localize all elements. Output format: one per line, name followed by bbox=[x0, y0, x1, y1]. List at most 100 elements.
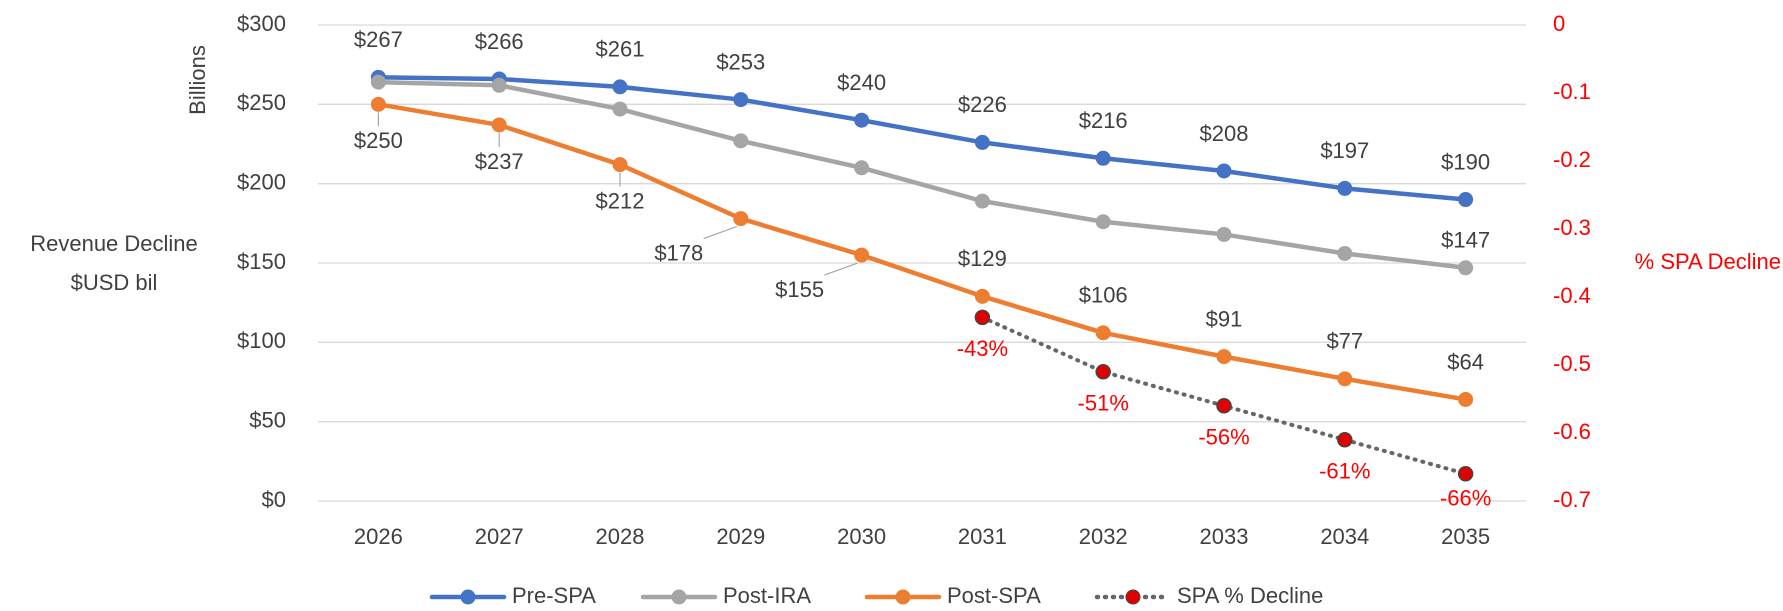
x-tick-label: 2035 bbox=[1441, 524, 1490, 549]
data-point bbox=[974, 309, 991, 326]
data-point bbox=[1095, 364, 1111, 380]
y-tick-label: $250 bbox=[237, 90, 286, 115]
data-point bbox=[974, 193, 990, 209]
data-point bbox=[1095, 150, 1111, 166]
data-label: -56% bbox=[1198, 425, 1249, 450]
legend-label: Post-SPA bbox=[947, 583, 1041, 608]
data-point bbox=[1216, 163, 1232, 179]
y-axis-title: Revenue Decline bbox=[30, 231, 198, 256]
y-tick-label: $150 bbox=[237, 249, 286, 274]
legend-marker bbox=[895, 589, 911, 605]
x-tick-label: 2034 bbox=[1320, 524, 1369, 549]
data-point bbox=[1458, 260, 1474, 276]
legend-label: Post-IRA bbox=[723, 583, 811, 608]
data-point bbox=[1216, 349, 1232, 365]
series-line bbox=[980, 315, 1468, 476]
data-label: $261 bbox=[596, 37, 645, 62]
data-point bbox=[854, 160, 870, 176]
data-point bbox=[612, 79, 628, 95]
data-label: -66% bbox=[1440, 486, 1491, 511]
data-label: $266 bbox=[475, 29, 524, 54]
x-tick-label: 2029 bbox=[716, 524, 765, 549]
data-label: $64 bbox=[1447, 349, 1484, 374]
y2-tick-label: -0.3 bbox=[1553, 215, 1591, 240]
data-label: -51% bbox=[1078, 391, 1129, 416]
y2-axis-title: % SPA Decline bbox=[1635, 249, 1781, 274]
y2-tick-label: -0.2 bbox=[1553, 147, 1591, 172]
data-label: $208 bbox=[1200, 121, 1249, 146]
x-tick-label: 2032 bbox=[1079, 524, 1128, 549]
data-label: $253 bbox=[716, 49, 765, 74]
data-point bbox=[612, 101, 628, 117]
data-label: $155 bbox=[775, 277, 824, 302]
y-tick-label: $0 bbox=[262, 487, 286, 512]
y2-tick-label: -0.1 bbox=[1553, 79, 1591, 104]
data-point bbox=[1095, 325, 1111, 341]
y-tick-label: $300 bbox=[237, 11, 286, 36]
data-point bbox=[1216, 398, 1232, 414]
data-point bbox=[1095, 214, 1111, 230]
data-point bbox=[1457, 466, 1474, 482]
legend-marker bbox=[460, 589, 476, 605]
data-point bbox=[612, 157, 628, 173]
data-point bbox=[733, 92, 749, 108]
y-tick-label: $200 bbox=[237, 169, 286, 194]
y2-tick-label: -0.5 bbox=[1553, 351, 1591, 376]
y2-tick-label: -0.6 bbox=[1553, 419, 1591, 444]
data-label: $250 bbox=[354, 128, 403, 153]
data-label: $178 bbox=[654, 240, 703, 265]
data-point bbox=[1337, 432, 1353, 448]
data-point bbox=[854, 112, 870, 128]
data-label: $237 bbox=[475, 149, 524, 174]
data-point bbox=[1337, 180, 1353, 196]
data-label: $267 bbox=[354, 27, 403, 52]
leader-line bbox=[824, 262, 858, 276]
data-label: -61% bbox=[1319, 459, 1370, 484]
y-axis-title: $USD bil bbox=[71, 270, 158, 295]
data-point bbox=[491, 77, 507, 93]
data-label: $91 bbox=[1206, 306, 1243, 331]
data-point bbox=[854, 247, 870, 263]
legend-label: Pre-SPA bbox=[512, 583, 596, 608]
data-label: $216 bbox=[1079, 108, 1128, 133]
x-tick-label: 2030 bbox=[837, 524, 886, 549]
data-label: -43% bbox=[957, 336, 1008, 361]
data-point bbox=[491, 117, 507, 133]
y2-tick-label: 0 bbox=[1553, 11, 1565, 36]
y2-tick-label: -0.7 bbox=[1553, 487, 1591, 512]
data-label: $129 bbox=[958, 246, 1007, 271]
data-label: $147 bbox=[1441, 228, 1490, 253]
data-point bbox=[733, 211, 749, 227]
x-tick-label: 2027 bbox=[475, 524, 524, 549]
legend-marker bbox=[1125, 589, 1141, 605]
data-point bbox=[370, 96, 386, 112]
data-label: $212 bbox=[596, 188, 645, 213]
data-point bbox=[1216, 226, 1232, 242]
series-line bbox=[376, 75, 1468, 202]
data-label: $240 bbox=[837, 70, 886, 95]
data-point bbox=[370, 74, 386, 90]
y2-tick-label: -0.4 bbox=[1553, 283, 1591, 308]
data-label: $226 bbox=[958, 92, 1007, 117]
data-point bbox=[974, 134, 990, 150]
legend-marker bbox=[671, 589, 687, 605]
data-point bbox=[733, 133, 749, 149]
data-label: $197 bbox=[1320, 138, 1369, 163]
x-tick-label: 2026 bbox=[354, 524, 403, 549]
leader-line bbox=[703, 226, 738, 240]
data-point bbox=[1458, 391, 1474, 407]
series-line bbox=[376, 79, 1468, 271]
data-point bbox=[1458, 192, 1474, 208]
data-label: $106 bbox=[1079, 283, 1128, 308]
data-point bbox=[1337, 371, 1353, 387]
data-point bbox=[1337, 245, 1353, 261]
x-tick-label: 2028 bbox=[596, 524, 645, 549]
legend-label: SPA % Decline bbox=[1177, 583, 1323, 608]
y-tick-label: $100 bbox=[237, 328, 286, 353]
series-line bbox=[376, 102, 1468, 402]
y-tick-label: $50 bbox=[249, 407, 286, 432]
x-tick-label: 2033 bbox=[1200, 524, 1249, 549]
data-point bbox=[974, 288, 990, 304]
x-tick-label: 2031 bbox=[958, 524, 1007, 549]
